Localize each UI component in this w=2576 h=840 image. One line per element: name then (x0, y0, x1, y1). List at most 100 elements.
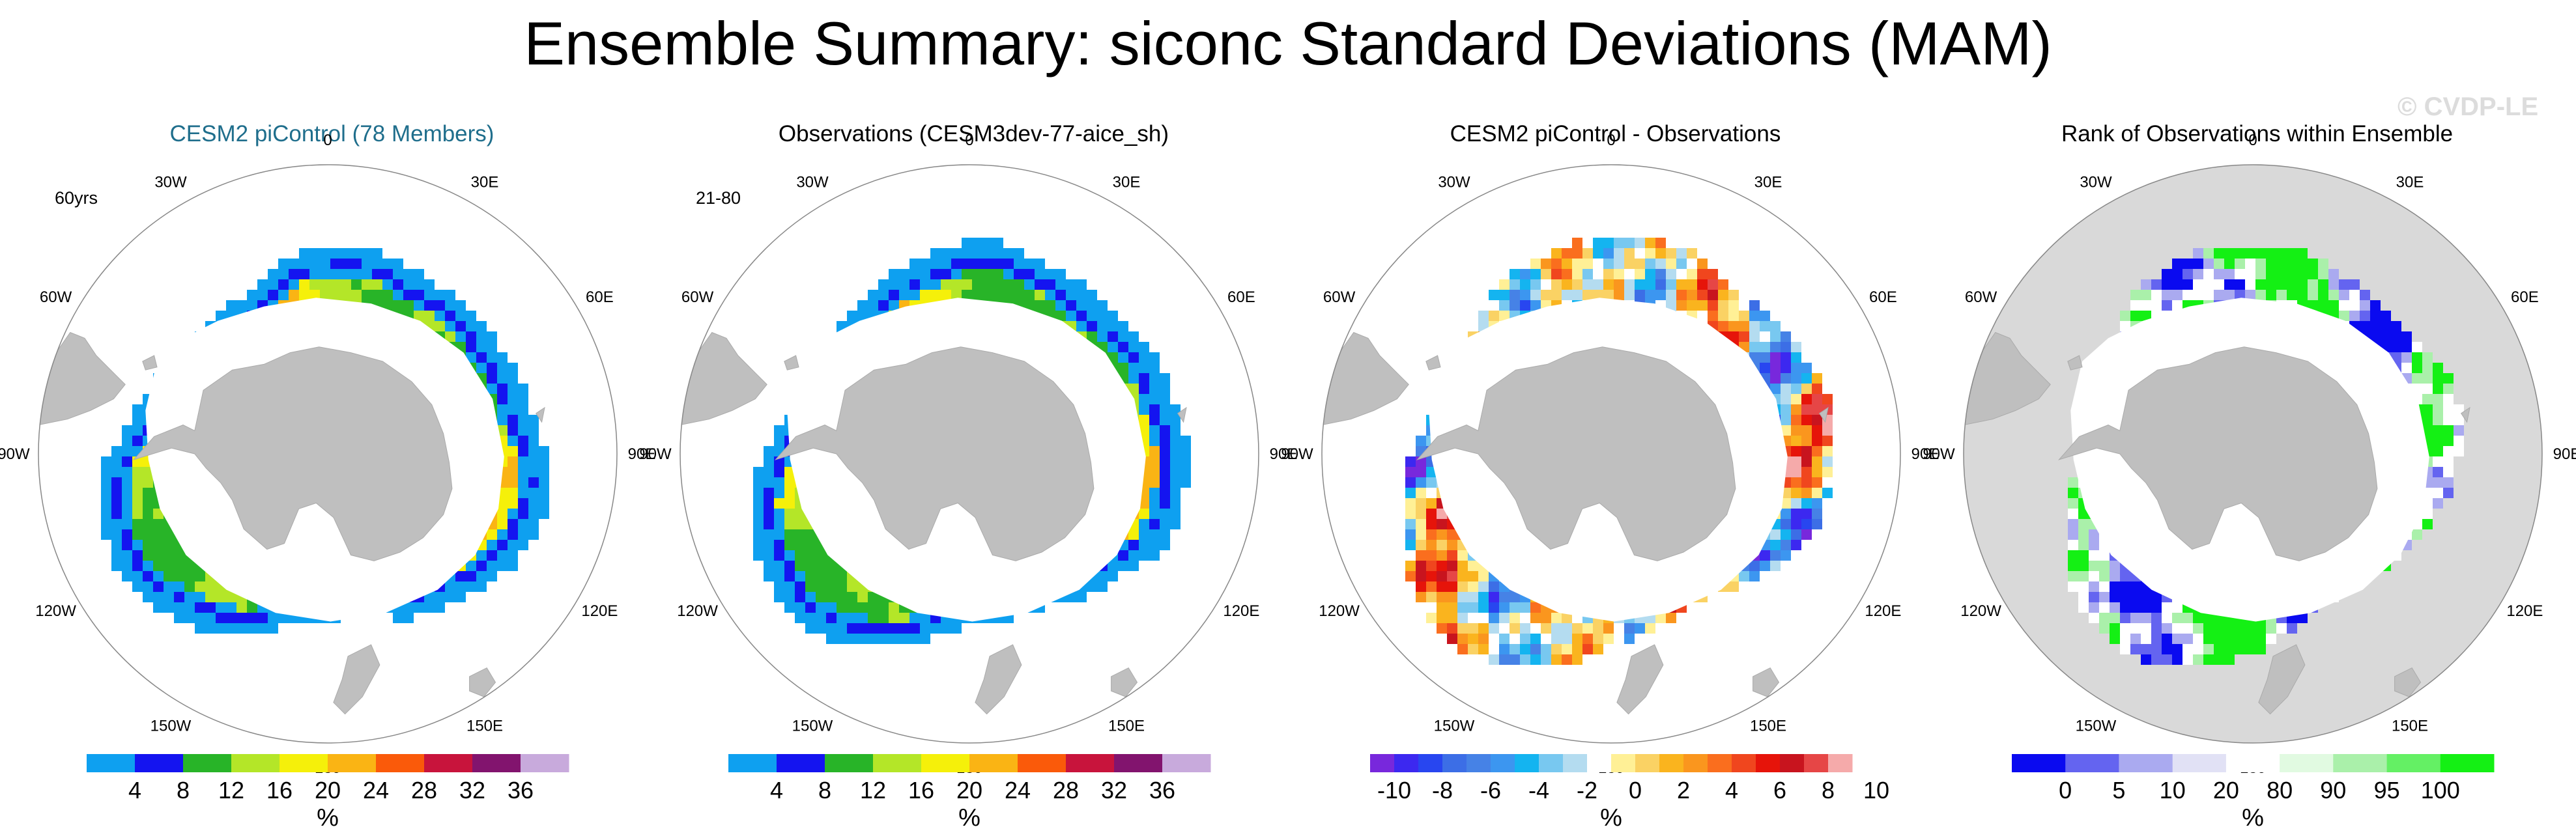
colorbar-swatch (1659, 754, 1684, 772)
colorbar-swatch (87, 754, 136, 772)
colorbar-tick-label: 0 (2059, 777, 2072, 804)
colorbar-swatch (1708, 754, 1732, 772)
longitude-label: 120E (2506, 602, 2543, 620)
longitude-label: 0 (323, 132, 332, 149)
colorbar-tick-label: 2 (1677, 777, 1690, 804)
colorbar-tick-label: 4 (128, 777, 141, 804)
colorbar-tick-label: 28 (411, 777, 437, 804)
panel-1-title: CESM2 piControl (78 Members) (169, 121, 494, 147)
panel-1-colorbar: 4 8 12 16 20 24 28 32 36% (87, 754, 569, 832)
colorbar-swatch (2333, 754, 2387, 772)
longitude-label: 120W (677, 602, 718, 620)
colorbar-swatch (328, 754, 377, 772)
longitude-label: 60E (586, 288, 614, 306)
colorbar-swatch (1467, 754, 1491, 772)
panel-4-title: Rank of Observations within Ensemble (2061, 121, 2454, 147)
colorbar-swatch (921, 754, 970, 772)
colorbar-tick-label: 8 (1822, 777, 1835, 804)
colorbar-swatch (424, 754, 473, 772)
tasmania-landmass (1111, 667, 1138, 697)
longitude-label: 90E (1911, 445, 1939, 463)
panel-1-map: 030E60E90E120E150E180150W120W90W60W30W (0, 132, 655, 777)
longitude-label: 90E (628, 445, 656, 463)
colorbar-tick-label: -10 (1377, 777, 1411, 804)
colorbar-swatch (1162, 754, 1211, 772)
longitude-label: 60W (1965, 288, 1997, 306)
panel-3-map: 030E60E90E120E150E180150W120W90W60W30W (1281, 132, 1939, 777)
longitude-label: 90W (1281, 445, 1313, 463)
longitude-label: 30E (2396, 174, 2424, 191)
longitude-label: 30E (1754, 174, 1782, 191)
longitude-label: 90W (0, 445, 30, 463)
colorbar-tick-label: 36 (1149, 777, 1175, 804)
colorbar-tick-label: 16 (266, 777, 293, 804)
longitude-label: 120W (35, 602, 76, 620)
colorbar-tick-label: 8 (818, 777, 831, 804)
colorbar-swatch (1732, 754, 1756, 772)
panel-4-map: 030E60E90E120E150E180150W120W90W60W30W (1923, 132, 2576, 777)
longitude-label: 60E (2511, 288, 2539, 306)
colorbar-swatch (728, 754, 777, 772)
colorbar-swatch (1756, 754, 1781, 772)
longitude-label: 60E (1227, 288, 1255, 306)
longitude-label: 150W (1434, 717, 1475, 735)
colorbar-swatch (2065, 754, 2119, 772)
colorbar-tick-label: -4 (1528, 777, 1549, 804)
falkland-islands (784, 355, 799, 371)
colorbar-tick-label: 90 (2320, 777, 2346, 804)
colorbar-swatch (1828, 754, 1853, 772)
longitude-label: 120E (1865, 602, 1901, 620)
antarctica-landmass (774, 346, 1095, 561)
colorbar-tick-label: 100 (2421, 777, 2460, 804)
colorbar-units-label: % (317, 804, 339, 832)
longitude-label: 150E (466, 717, 503, 735)
colorbar-swatch (2440, 754, 2495, 772)
colorbar-swatch (1804, 754, 1829, 772)
map-boundary-circle (680, 164, 1259, 744)
colorbar-swatch (135, 754, 184, 772)
colorbar-swatch (521, 754, 569, 772)
colorbar-tick-label: 12 (860, 777, 886, 804)
longitude-label: 90W (1923, 445, 1955, 463)
colorbar-tick-label: 32 (1101, 777, 1127, 804)
falkland-islands (2067, 355, 2083, 371)
map-boundary-circle (1963, 164, 2543, 744)
colorbar-swatch (1418, 754, 1443, 772)
colorbar-tick-label: 36 (508, 777, 534, 804)
colorbar-tick-label: 24 (363, 777, 389, 804)
colorbar-swatch (1635, 754, 1660, 772)
colorbar-tick-label: 5 (2112, 777, 2125, 804)
longitude-label: 30W (154, 174, 187, 191)
longitude-label: 0 (965, 132, 973, 149)
colorbar-swatch (777, 754, 825, 772)
longitude-label: 150E (2392, 717, 2428, 735)
longitude-label: 30E (1113, 174, 1141, 191)
colorbar-swatch (2386, 754, 2441, 772)
colorbar-swatch (1114, 754, 1163, 772)
longitude-label: 150W (150, 717, 192, 735)
panel-2-colorbar: 4 8 12 16 20 24 28 32 36% (728, 754, 1211, 832)
colorbar-swatch (969, 754, 1018, 772)
panel-2-period-label: 21-80 (696, 188, 741, 208)
colorbar-tick-label: 20 (2213, 777, 2239, 804)
longitude-label: 60E (1869, 288, 1897, 306)
colorbar-tick-label: 4 (1725, 777, 1738, 804)
longitude-label: 150W (2076, 717, 2117, 735)
colorbar-tick-label: 28 (1053, 777, 1079, 804)
figure-title: Ensemble Summary: siconc Standard Deviat… (524, 9, 2052, 77)
kerguelen-island (536, 406, 545, 423)
kerguelen-island (1819, 406, 1829, 423)
map-boundary-circle (38, 164, 618, 744)
colorbar-tick-label: 80 (2267, 777, 2293, 804)
colorbar-tick-label: 12 (218, 777, 244, 804)
colorbar-swatch (1683, 754, 1708, 772)
colorbar-units-label: % (1600, 804, 1622, 832)
colorbar-swatch (2172, 754, 2227, 772)
colorbar-tick-label: -6 (1480, 777, 1501, 804)
map-boundary-circle (1321, 164, 1901, 744)
colorbar-tick-label: 10 (2160, 777, 2186, 804)
panel-3-colorbar: -10 -8 -6 -4 -2 0 2 4 6 8 10% (1370, 754, 1889, 832)
falkland-islands (1425, 355, 1441, 371)
longitude-label: 0 (2248, 132, 2257, 149)
